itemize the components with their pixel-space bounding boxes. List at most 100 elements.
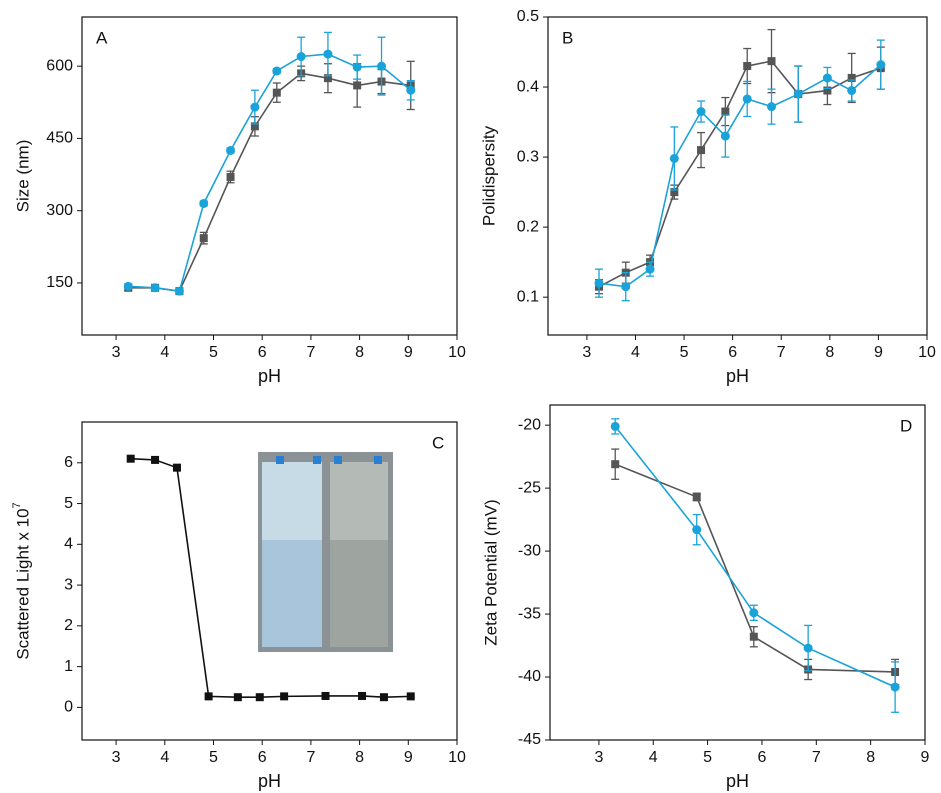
point bbox=[621, 282, 631, 292]
cap-mark bbox=[374, 456, 382, 464]
point bbox=[199, 198, 209, 208]
point bbox=[272, 66, 282, 76]
point bbox=[296, 52, 306, 62]
y-tick-label: 0.3 bbox=[517, 148, 539, 165]
x-tick-label: 7 bbox=[306, 344, 315, 361]
point bbox=[742, 94, 752, 104]
cap-mark bbox=[334, 456, 342, 464]
x-tick-label: 5 bbox=[209, 749, 218, 766]
x-tick-label: 9 bbox=[874, 344, 883, 361]
point bbox=[692, 525, 702, 535]
x-tick-label: 3 bbox=[112, 749, 121, 766]
panel-label: A bbox=[96, 28, 108, 47]
y-tick-label: 0.4 bbox=[517, 78, 539, 95]
point bbox=[358, 691, 367, 700]
x-tick-label: 3 bbox=[582, 344, 591, 361]
x-tick-label: 7 bbox=[306, 749, 315, 766]
x-tick-label: 10 bbox=[448, 749, 466, 766]
point bbox=[379, 693, 388, 702]
series-line bbox=[128, 53, 412, 293]
point bbox=[749, 608, 759, 618]
point bbox=[692, 492, 701, 501]
y-tick-label: -30 bbox=[518, 542, 541, 559]
point bbox=[323, 74, 332, 83]
series-line bbox=[598, 64, 882, 288]
point bbox=[696, 107, 706, 117]
x-tick-label: 5 bbox=[680, 344, 689, 361]
x-tick-label: 8 bbox=[355, 749, 364, 766]
cuvette-left-liquid bbox=[262, 540, 322, 647]
x-tick-label: 10 bbox=[448, 344, 466, 361]
y-tick-label: -45 bbox=[518, 731, 541, 748]
plot-frame bbox=[81, 16, 458, 336]
point bbox=[353, 81, 362, 90]
point bbox=[743, 62, 752, 71]
x-tick-label: 4 bbox=[160, 344, 169, 361]
x-tick-label: 8 bbox=[866, 749, 875, 766]
plot-frame bbox=[81, 421, 458, 741]
y-tick-label: 0.1 bbox=[517, 288, 539, 305]
y-axis-label: Size (nm) bbox=[13, 140, 32, 213]
point bbox=[377, 61, 387, 71]
cap-mark bbox=[276, 456, 284, 464]
panel-label: C bbox=[432, 433, 444, 452]
panel-label: B bbox=[562, 28, 573, 47]
point bbox=[890, 682, 900, 692]
y-axis-label: Scattered Light x 107 bbox=[11, 502, 33, 659]
y-tick-label: 0 bbox=[64, 699, 73, 716]
point bbox=[150, 283, 160, 293]
cuvette-right-liquid bbox=[330, 540, 388, 647]
y-tick-label: 1 bbox=[64, 658, 73, 675]
point bbox=[406, 85, 416, 95]
point bbox=[199, 234, 208, 243]
point bbox=[272, 88, 281, 97]
point bbox=[876, 60, 886, 70]
point bbox=[250, 102, 260, 112]
point bbox=[669, 153, 679, 163]
point bbox=[645, 264, 655, 274]
point bbox=[822, 73, 832, 83]
point bbox=[126, 454, 135, 463]
y-tick-label: 5 bbox=[64, 495, 73, 512]
point bbox=[204, 692, 213, 701]
point bbox=[847, 86, 857, 96]
point bbox=[721, 107, 730, 116]
y-tick-label: 6 bbox=[64, 454, 73, 471]
photo-inset bbox=[258, 452, 393, 652]
point bbox=[670, 188, 679, 197]
x-axis-label: pH bbox=[726, 366, 749, 386]
x-tick-label: 9 bbox=[921, 749, 930, 766]
y-axis-label: Polidispersity bbox=[479, 125, 498, 226]
point bbox=[847, 73, 856, 82]
x-tick-label: 7 bbox=[812, 749, 821, 766]
point bbox=[321, 691, 330, 700]
x-tick-label: 8 bbox=[355, 344, 364, 361]
series-line bbox=[614, 463, 896, 673]
point bbox=[250, 122, 259, 131]
y-tick-label: -25 bbox=[518, 479, 541, 496]
y-tick-label: -20 bbox=[518, 416, 541, 433]
y-tick-label: 2 bbox=[64, 617, 73, 634]
x-tick-label: 5 bbox=[703, 749, 712, 766]
y-axis-label: Zeta Potential (mV) bbox=[481, 499, 500, 645]
x-axis-label: pH bbox=[258, 366, 281, 386]
x-tick-label: 5 bbox=[209, 344, 218, 361]
plot-frame bbox=[549, 404, 926, 741]
x-tick-label: 9 bbox=[404, 749, 413, 766]
point bbox=[255, 693, 264, 702]
x-tick-label: 9 bbox=[404, 344, 413, 361]
y-axis-label-exponent: 7 bbox=[11, 502, 23, 508]
panel-label: D bbox=[900, 416, 912, 435]
point bbox=[123, 281, 133, 291]
point bbox=[823, 86, 832, 95]
point bbox=[233, 693, 242, 702]
point bbox=[280, 692, 289, 701]
point bbox=[172, 463, 181, 472]
x-tick-label: 10 bbox=[918, 344, 936, 361]
x-tick-label: 3 bbox=[112, 344, 121, 361]
y-tick-label: 0.5 bbox=[517, 8, 539, 25]
y-tick-label: 450 bbox=[46, 130, 73, 147]
x-tick-label: 6 bbox=[728, 344, 737, 361]
plot-frame bbox=[547, 16, 928, 336]
